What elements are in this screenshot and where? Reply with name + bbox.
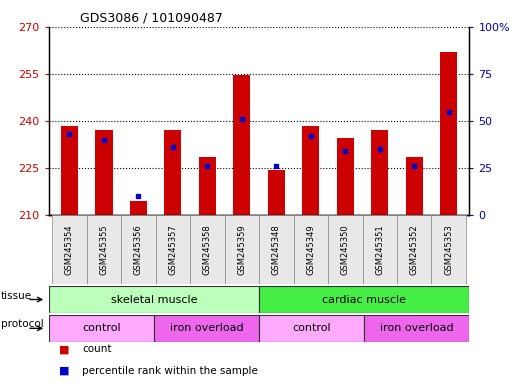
Bar (259, 286, 469, 313)
Bar (268, 170, 285, 215)
Text: GSM245356: GSM245356 (134, 224, 143, 275)
Text: tissue: tissue (1, 291, 32, 301)
Text: GSM245352: GSM245352 (410, 224, 419, 275)
Bar (397, 215, 431, 284)
Bar (225, 215, 259, 284)
Text: protocol: protocol (1, 319, 44, 329)
Text: GSM245350: GSM245350 (341, 224, 350, 275)
Bar (259, 315, 364, 342)
Text: ■: ■ (59, 344, 69, 354)
Text: percentile rank within the sample: percentile rank within the sample (82, 366, 258, 376)
Bar (164, 130, 182, 215)
Text: GSM245357: GSM245357 (168, 224, 177, 275)
Bar (431, 215, 466, 284)
Text: ■: ■ (59, 366, 69, 376)
Bar (87, 215, 121, 284)
Bar (293, 215, 328, 284)
Bar (154, 315, 259, 342)
Bar (121, 215, 155, 284)
Bar (406, 157, 423, 215)
Text: iron overload: iron overload (380, 323, 453, 333)
Bar (49, 315, 154, 342)
Bar (233, 76, 250, 215)
Text: GSM245349: GSM245349 (306, 224, 315, 275)
Bar (95, 130, 112, 215)
Text: control: control (292, 323, 331, 333)
Text: GSM245353: GSM245353 (444, 224, 453, 275)
Bar (130, 201, 147, 215)
Bar (199, 157, 216, 215)
Bar (190, 215, 225, 284)
Bar (49, 286, 259, 313)
Text: GDS3086 / 101090487: GDS3086 / 101090487 (80, 12, 223, 25)
Text: count: count (82, 344, 112, 354)
Bar (328, 215, 363, 284)
Text: control: control (82, 323, 121, 333)
Bar (363, 215, 397, 284)
Text: skeletal muscle: skeletal muscle (111, 295, 197, 305)
Text: iron overload: iron overload (170, 323, 243, 333)
Text: GSM245348: GSM245348 (272, 224, 281, 275)
Bar (364, 315, 469, 342)
Bar (337, 138, 354, 215)
Text: GSM245351: GSM245351 (375, 224, 384, 275)
Text: GSM245359: GSM245359 (238, 224, 246, 275)
Bar (61, 126, 78, 215)
Bar (52, 215, 87, 284)
Text: GSM245358: GSM245358 (203, 224, 212, 275)
Text: GSM245354: GSM245354 (65, 224, 74, 275)
Text: cardiac muscle: cardiac muscle (322, 295, 406, 305)
Bar (440, 52, 457, 215)
Bar (259, 215, 293, 284)
Bar (371, 130, 388, 215)
Text: GSM245355: GSM245355 (100, 224, 108, 275)
Bar (302, 126, 320, 215)
Bar (155, 215, 190, 284)
